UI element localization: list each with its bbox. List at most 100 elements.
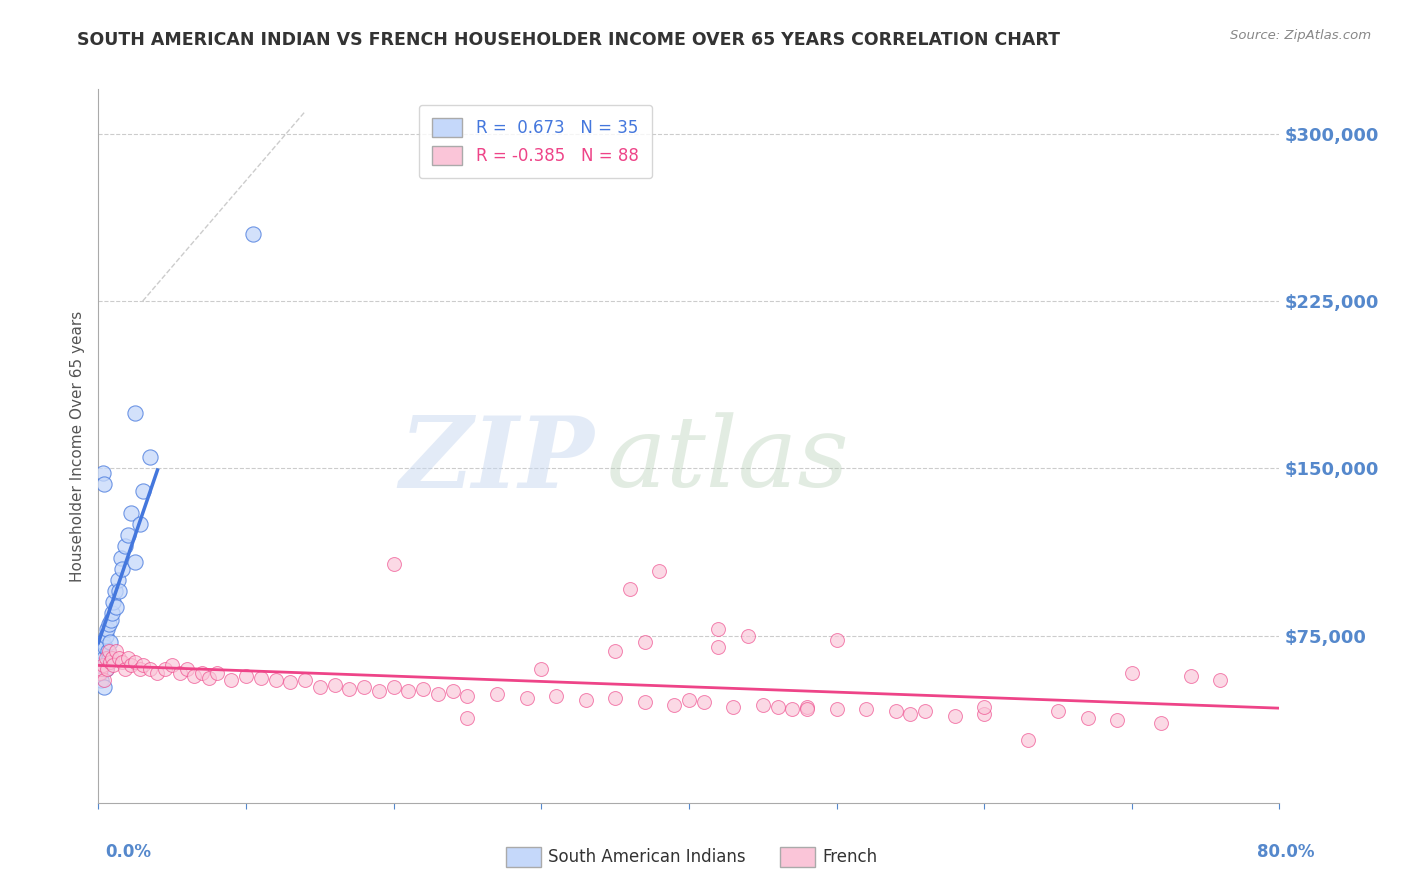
Point: [128, 516, 150, 531]
Point: [105, 599, 128, 614]
Point: [1047, 705, 1070, 719]
Point: [619, 582, 641, 596]
Point: [91, 466, 114, 480]
Point: [884, 705, 907, 719]
Text: South American Indians: South American Indians: [548, 848, 747, 866]
Text: Source: ZipAtlas.com: Source: ZipAtlas.com: [1230, 29, 1371, 42]
Point: [124, 405, 146, 419]
Point: [782, 702, 804, 716]
Point: [707, 622, 730, 636]
Point: [530, 662, 553, 676]
Point: [94, 640, 117, 654]
Point: [575, 693, 598, 707]
Point: [1121, 666, 1143, 681]
Text: SOUTH AMERICAN INDIAN VS FRENCH HOUSEHOLDER INCOME OVER 65 YEARS CORRELATION CHA: SOUTH AMERICAN INDIAN VS FRENCH HOUSEHOL…: [77, 31, 1060, 49]
Point: [89, 666, 111, 681]
Point: [825, 702, 848, 716]
Point: [107, 573, 129, 587]
Point: [104, 583, 127, 598]
Point: [105, 644, 128, 658]
Text: 0.0%: 0.0%: [105, 843, 152, 861]
Point: [93, 651, 115, 665]
Point: [162, 657, 183, 672]
Point: [914, 705, 936, 719]
Point: [1107, 714, 1129, 728]
Text: 80.0%: 80.0%: [1257, 843, 1315, 861]
Point: [1150, 715, 1173, 730]
Point: [205, 666, 228, 681]
Point: [943, 708, 966, 723]
Point: [707, 640, 730, 654]
Point: [98, 655, 121, 669]
Point: [91, 657, 114, 672]
Point: [516, 690, 538, 705]
Point: [412, 681, 434, 696]
Point: [93, 680, 115, 694]
Point: [737, 628, 759, 642]
Point: [98, 635, 121, 649]
Point: [103, 657, 125, 672]
Point: [124, 555, 146, 569]
Point: [108, 583, 131, 598]
Point: [97, 644, 120, 658]
Point: [1209, 673, 1232, 687]
Point: [103, 595, 125, 609]
Point: [93, 673, 115, 687]
Point: [664, 698, 686, 712]
Point: [110, 550, 132, 565]
Point: [183, 669, 205, 683]
Point: [457, 711, 479, 725]
Point: [235, 669, 257, 683]
Point: [441, 684, 464, 698]
Point: [648, 564, 671, 578]
Point: [973, 699, 995, 714]
Point: [294, 673, 316, 687]
Point: [855, 702, 877, 716]
Point: [114, 662, 136, 676]
Point: [546, 689, 568, 703]
Point: [139, 662, 162, 676]
Point: [634, 696, 657, 710]
Point: [382, 557, 405, 571]
Point: [766, 699, 789, 714]
Point: [111, 562, 134, 576]
Point: [457, 689, 479, 703]
Point: [198, 671, 221, 685]
Point: [398, 684, 420, 698]
Point: [91, 635, 114, 649]
Point: [309, 680, 332, 694]
Point: [124, 655, 146, 669]
Point: [114, 539, 136, 553]
Point: [339, 681, 361, 696]
Point: [91, 644, 114, 658]
Point: [90, 657, 112, 672]
Point: [139, 450, 162, 464]
Point: [1018, 733, 1040, 747]
Point: [132, 657, 155, 672]
Point: [264, 673, 287, 687]
Point: [94, 628, 117, 642]
Point: [486, 687, 509, 701]
Point: [1077, 711, 1099, 725]
Point: [94, 651, 117, 665]
Point: [146, 666, 169, 681]
Point: [605, 690, 627, 705]
Point: [100, 651, 122, 665]
Point: [117, 651, 139, 665]
Point: [96, 622, 118, 636]
Point: [120, 657, 142, 672]
Point: [128, 662, 150, 676]
Point: [97, 644, 120, 658]
Point: [153, 662, 176, 676]
Point: [323, 678, 346, 692]
Point: [100, 613, 122, 627]
Point: [117, 528, 139, 542]
Point: [353, 680, 375, 694]
Point: [111, 655, 134, 669]
Text: atlas: atlas: [606, 413, 849, 508]
Point: [94, 662, 117, 676]
Point: [90, 662, 112, 676]
Point: [176, 662, 198, 676]
Point: [169, 666, 191, 681]
Point: [678, 693, 700, 707]
